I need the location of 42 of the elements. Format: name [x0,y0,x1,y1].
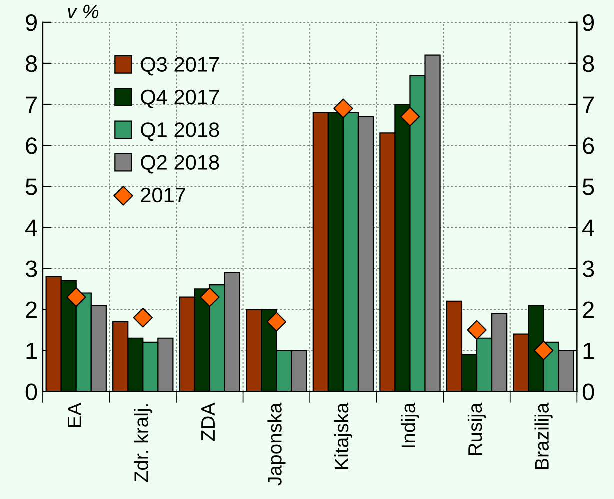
y-tick-label: 9 [26,14,37,32]
point [133,308,154,328]
legend-label: 2017 [141,188,186,203]
y2-tick-label: 9 [583,14,594,32]
y2-tick-label: 1 [584,343,594,360]
y-tick-label: 2 [26,302,37,318]
point [467,320,487,340]
y2-tick-label: 5 [582,178,594,196]
x-tick-label: Japonska [268,402,286,486]
y2-tick-label: 7 [583,96,594,114]
point [534,340,554,361]
x-tick-label: Rusija [468,402,486,456]
point [334,98,354,118]
y2-tick-label: 8 [583,56,594,72]
point [66,287,86,308]
x-tick-label: Indija [401,402,420,448]
legend-label: Q3 2017 [141,57,220,76]
y-tick-label: 0 [26,384,38,401]
y-tick-label: 8 [26,56,38,72]
y2-tick-label: 3 [582,260,594,278]
y-tick-label: 3 [26,260,38,278]
y2-tick-label: 2 [583,302,594,318]
y-tick-label: 1 [26,343,37,360]
y2-tick-label: 0 [582,384,594,401]
x-tick-label: ZDA [202,402,215,442]
y2-tick-label: 6 [583,138,594,154]
x-tick-label: EA [68,402,82,428]
y-tick-label: 6 [26,138,38,154]
y-tick-label: 7 [26,96,37,114]
y-tick-label: 4 [26,220,38,236]
point [200,287,220,308]
x-tick-label: Kitajska [334,402,353,470]
y2-tick-label: 4 [582,220,594,236]
point [266,312,287,332]
y-axis-title: v % [68,4,99,19]
x-tick-label: Zdr. kralj. [134,404,152,482]
point [400,106,420,127]
legend-label: Q2 2018 [141,155,220,174]
legend-label: Q4 2017 [141,90,220,108]
x-tick-label: Brazilija [534,402,553,470]
y-tick-label: 5 [26,178,38,196]
legend-label: Q1 2018 [141,122,220,142]
